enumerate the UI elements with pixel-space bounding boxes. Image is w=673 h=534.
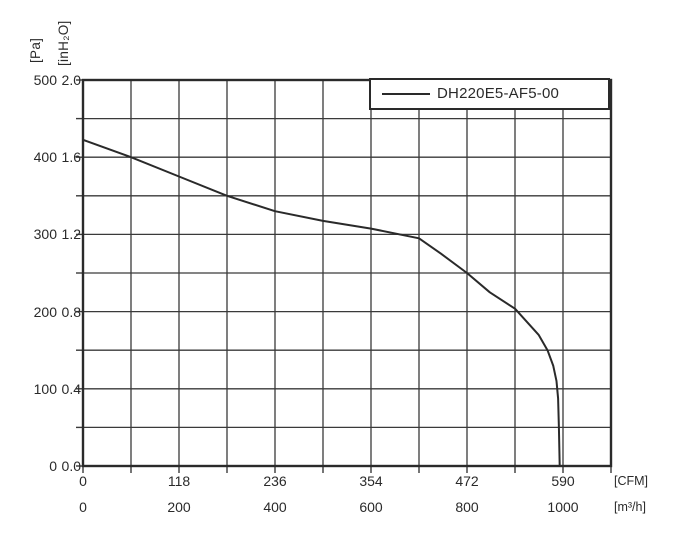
x-tick-label-m3h: 400 xyxy=(263,499,287,515)
y-tick-label-inh2o: 1.6 xyxy=(61,149,81,166)
x-tick-label-cfm: 354 xyxy=(359,473,383,489)
legend-series-label: DH220E5-AF5-00 xyxy=(437,85,560,102)
x-tick-label-m3h: 800 xyxy=(455,499,479,515)
y-tick-label-pa: 0 xyxy=(49,458,57,474)
x-tick-label-m3h: 1000 xyxy=(547,499,579,515)
y-tick-label-inh2o: 1.2 xyxy=(61,226,81,243)
y-tick-label-pa: 500 xyxy=(33,72,57,88)
x-tick-label-cfm: 118 xyxy=(167,473,191,489)
y-tick-label-inh2o: 0.4 xyxy=(61,380,81,397)
x-tick-label-cfm: 472 xyxy=(455,473,479,489)
y-tick-label-pa: 100 xyxy=(33,380,57,397)
x-tick-label-m3h: 600 xyxy=(359,499,383,515)
y-tick-label-pa: 400 xyxy=(33,149,57,166)
x-tick-label-cfm: 0 xyxy=(79,473,87,489)
plot-frame xyxy=(81,78,613,468)
x-axis-unit-m3h: [m³/h] xyxy=(614,500,646,514)
y-axis-unit-inh2o: [inH₂O] xyxy=(56,20,71,66)
y-tick-label-pa: 300 xyxy=(33,226,57,243)
y-tick-label-inh2o: 0.8 xyxy=(61,303,81,320)
x-tick-label-cfm: 236 xyxy=(263,473,287,489)
x-tick-label-m3h: 0 xyxy=(79,499,87,515)
y-tick-label-pa: 200 xyxy=(33,303,57,320)
y-axis-unit-pa: [Pa] xyxy=(28,37,43,63)
performance-curve xyxy=(82,138,561,467)
y-tick-label-inh2o: 2.0 xyxy=(61,72,81,88)
y-tick-label-inh2o: 0.0 xyxy=(61,458,81,474)
x-tick-label-m3h: 200 xyxy=(167,499,191,515)
x-axis-unit-cfm: [CFM] xyxy=(614,474,649,488)
x-tick-label-cfm: 590 xyxy=(551,473,575,489)
